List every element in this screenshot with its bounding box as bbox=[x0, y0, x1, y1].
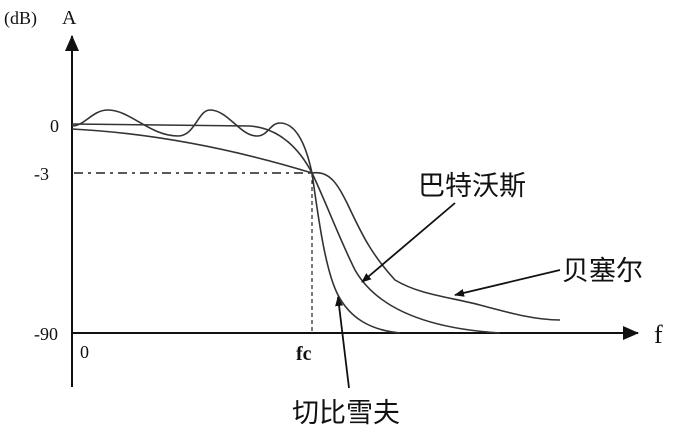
y-tick-minus90: -90 bbox=[34, 324, 58, 344]
y-tick-0: 0 bbox=[50, 116, 59, 136]
bessel-curve bbox=[71, 128, 561, 321]
chebyshev-label: 切比雪夫 bbox=[292, 398, 400, 429]
butterworth-curve bbox=[71, 123, 501, 334]
chebyshev-curve bbox=[71, 109, 401, 334]
bessel-pointer-arrow bbox=[454, 269, 561, 297]
x-origin-label: 0 bbox=[80, 342, 89, 362]
butterworth-pointer-arrow bbox=[361, 202, 456, 283]
bessel-label: 贝塞尔 bbox=[562, 256, 643, 287]
butterworth-label: 巴特沃斯 bbox=[418, 171, 526, 202]
y-tick-minus3: -3 bbox=[34, 164, 49, 184]
x-axis-label: f bbox=[654, 320, 663, 349]
cutoff-frequency-label: fc bbox=[296, 343, 312, 365]
y-axis-unit-label: (dB) bbox=[4, 8, 37, 29]
y-axis-label: A bbox=[62, 7, 77, 29]
chebyshev-pointer-arrow bbox=[335, 296, 350, 389]
